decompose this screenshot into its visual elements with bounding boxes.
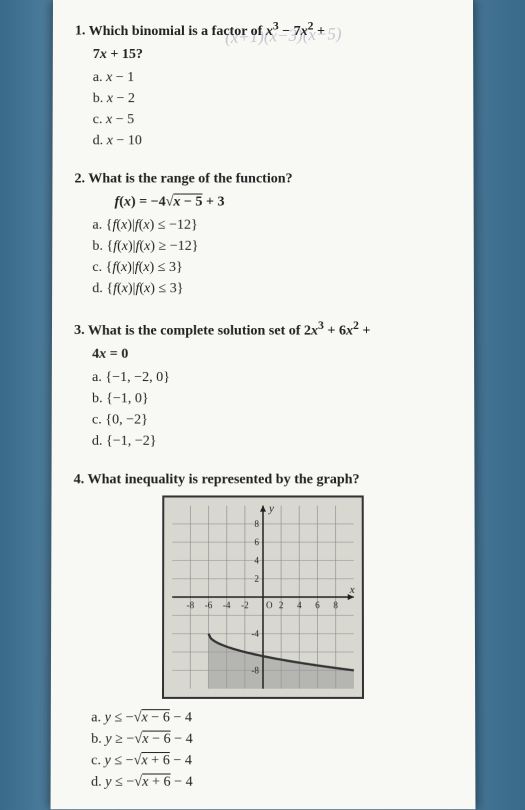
option-d: d. x − 10: [92, 130, 451, 151]
svg-text:2: 2: [278, 601, 283, 611]
svg-text:8: 8: [254, 519, 259, 529]
svg-text:y: y: [268, 503, 274, 515]
svg-text:4: 4: [297, 601, 302, 611]
q-formula: f(x) = −4√x − 5 + 3: [74, 193, 451, 213]
svg-text:6: 6: [315, 601, 320, 611]
options-list: a. x − 1 b. x − 2 c. x − 5 d. x − 10: [74, 67, 451, 151]
option-b: b. {−1, 0}: [91, 388, 451, 409]
svg-text:-8: -8: [251, 666, 259, 676]
option-a: a. y ≤ −√x − 6 − 4: [91, 708, 453, 729]
svg-text:8: 8: [333, 601, 338, 611]
option-d: d. {−1, −2}: [91, 430, 451, 451]
question-stem: 4. What inequality is represented by the…: [73, 470, 452, 490]
question-stem: 2. What is the range of the function?: [74, 169, 451, 189]
options-list: a. y ≤ −√x − 6 − 4 b. y ≥ −√x − 6 − 4 c.…: [72, 708, 452, 794]
option-b: b. y ≥ −√x − 6 − 4: [91, 729, 453, 750]
option-b: b. {f(x)|f(x) ≥ −12}: [92, 236, 451, 257]
options-list: a. {−1, −2, 0} b. {−1, 0} c. {0, −2} d. …: [73, 367, 451, 452]
svg-text:-4: -4: [251, 629, 259, 639]
q-number: 1.: [74, 24, 85, 39]
question-3: 3. What is the complete solution set of …: [73, 317, 451, 451]
q-line2: 4x = 0: [74, 345, 452, 365]
question-1: 1. Which binomial is a factor of x3 − 7x…: [74, 18, 451, 151]
svg-text:O: O: [266, 601, 273, 611]
option-c: c. {0, −2}: [91, 409, 451, 430]
svg-text:-8: -8: [186, 601, 194, 611]
svg-text:6: 6: [254, 538, 259, 548]
option-d: d. {f(x)|f(x) ≤ 3}: [92, 278, 452, 299]
q-text: What inequality is represented by the gr…: [87, 472, 359, 487]
question-stem: 1. Which binomial is a factor of x3 − 7x…: [74, 18, 450, 41]
worksheet-page: 1. Which binomial is a factor of x3 − 7x…: [50, 0, 475, 810]
question-stem: 3. What is the complete solution set of …: [74, 317, 452, 340]
option-a: a. {−1, −2, 0}: [92, 367, 452, 388]
q-number: 3.: [74, 323, 85, 338]
q-line2: 7x + 15?: [74, 45, 450, 65]
options-list: a. {f(x)|f(x) ≤ −12} b. {f(x)|f(x) ≥ −12…: [74, 215, 452, 300]
q-text: Which binomial is a factor of x3 − 7x2 +: [88, 24, 324, 39]
question-2: 2. What is the range of the function? f(…: [74, 169, 452, 299]
option-a: a. x − 1: [92, 67, 450, 88]
svg-text:4: 4: [254, 556, 259, 566]
svg-text:-6: -6: [204, 601, 212, 611]
svg-text:x: x: [348, 584, 354, 596]
option-a: a. {f(x)|f(x) ≤ −12}: [92, 215, 451, 236]
inequality-graph: -8 -6 -4 -2 2 4 6 8 8 6 4 2 -4 -8 Oy x: [161, 496, 363, 699]
question-4: 4. What inequality is represented by the…: [72, 470, 452, 793]
svg-text:-2: -2: [241, 601, 249, 611]
option-c: c. {f(x)|f(x) ≤ 3}: [92, 257, 451, 278]
option-d: d. y ≤ −√x + 6 − 4: [91, 772, 453, 793]
graph-container: -8 -6 -4 -2 2 4 6 8 8 6 4 2 -4 -8 Oy x: [73, 496, 453, 699]
option-c: c. y ≤ −√x + 6 − 4: [91, 750, 453, 771]
svg-text:2: 2: [254, 574, 259, 584]
svg-text:-4: -4: [222, 601, 230, 611]
q-number: 4.: [73, 472, 84, 487]
q-text: What is the complete solution set of 2x3…: [87, 323, 370, 338]
option-b: b. x − 2: [92, 88, 451, 109]
q-number: 2.: [74, 171, 85, 186]
option-c: c. x − 5: [92, 109, 451, 130]
q-text: What is the range of the function?: [88, 171, 292, 186]
